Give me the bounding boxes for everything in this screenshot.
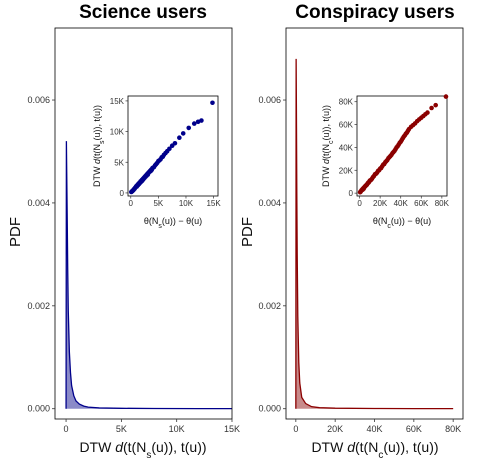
label-mid: (t(N [355, 439, 378, 455]
label-suffix: (u)), t(u)) [151, 439, 206, 455]
label-subscript: s [158, 223, 162, 230]
label-prefix: DTW [321, 164, 331, 187]
x-tick-label: 80K [445, 424, 461, 434]
inset-x-tick-label: 5K [153, 199, 163, 208]
y-axis-label: PDF [239, 217, 256, 247]
label-subscript: s [99, 140, 106, 144]
y-tick-label: 0.002 [258, 301, 281, 311]
label-suffix: (u)), t(u)) [321, 105, 331, 141]
y-tick-label: 0.002 [27, 301, 50, 311]
inset-x-tick-label: 10K [179, 199, 194, 208]
inset-x-tick-label: 80K [435, 199, 450, 208]
label-suffix: (u)) − θ(u) [162, 216, 202, 226]
inset-y-tick-label: 0 [120, 189, 125, 198]
x-tick-label: 5K [116, 424, 127, 434]
inset-y-axis-label: DTW d(t(Nc(u)), t(u)) [321, 105, 335, 187]
y-tick-label: 0.006 [258, 95, 281, 105]
label-subscript: c [378, 450, 383, 460]
x-tick-label: 0 [64, 424, 69, 434]
inset-x-tick-label: 15K [206, 199, 221, 208]
label-prefix: DTW [311, 439, 347, 455]
inset-y-tick-label: 10K [110, 128, 125, 137]
inset-y-tick-label: 60K [339, 121, 354, 130]
scatter-point [210, 100, 215, 106]
label-mid: (t(N [321, 144, 331, 159]
label-suffix: (u)), t(u)) [383, 439, 438, 455]
x-axis-label: DTW d(t(Nc(u)), t(u)) [311, 439, 438, 460]
scatter-point [167, 146, 172, 152]
plot-frame [54, 27, 233, 420]
y-tick-label: 0.000 [27, 404, 50, 414]
label-mid: (t(N [92, 144, 102, 159]
inset-x-tick-label: 0 [357, 199, 362, 208]
scatter-point [443, 94, 449, 99]
label-d-italic: d [321, 158, 331, 164]
inset-x-tick-label: 20K [373, 199, 388, 208]
label-d-italic: d [92, 158, 102, 164]
scatter-point [186, 125, 192, 131]
label-prefix: θ(N [373, 216, 388, 226]
x-tick-label: 40K [366, 424, 382, 434]
label-prefix: DTW [79, 439, 115, 455]
x-tick-label: 15K [224, 424, 240, 434]
x-tick-label: 0 [293, 424, 298, 434]
x-tick-label: 10K [169, 424, 185, 434]
scatter-point [433, 102, 438, 108]
scatter-point [425, 110, 430, 115]
label-suffix: (u)), t(u)) [92, 105, 102, 141]
inset-x-axis-label: θ(Ns(u)) − θ(u) [144, 216, 202, 230]
x-tick-label: 60K [406, 424, 422, 434]
scatter-point [429, 105, 434, 111]
y-tick-label: 0.004 [27, 198, 50, 208]
pdf-line [295, 58, 454, 410]
label-prefix: DTW [92, 164, 102, 187]
x-axis-label: DTW d(t(Ns(u)), t(u)) [79, 439, 206, 460]
y-tick-label: 0.000 [258, 404, 281, 414]
inset-y-axis-label: DTW d(t(Ns(u)), t(u)) [92, 105, 106, 187]
scatter-point [172, 140, 178, 146]
inset-y-tick-label: 0 [349, 189, 354, 198]
label-subscript: s [146, 450, 151, 460]
inset-x-tick-label: 0 [129, 199, 134, 208]
label-suffix: (u)) − θ(u) [391, 216, 431, 226]
pdf-line [65, 141, 233, 410]
inset-y-tick-label: 20K [339, 166, 354, 175]
panel-conspiracy-users: Conspiracy users 0.000 0.002 0.004 0.006 0 20K… [239, 2, 464, 460]
panel-science-users: Science users 0.000 0.002 0.004 0.006 0 5K 10K 1… [7, 2, 240, 460]
y-axis-label: PDF [7, 217, 24, 247]
inset-y-tick-label: 5K [114, 158, 124, 167]
label-d-italic: d [347, 439, 356, 455]
label-subscript: c [387, 223, 391, 230]
label-d-italic: d [115, 439, 124, 455]
scatter-point [199, 118, 204, 123]
inset-x-tick-label: 60K [414, 199, 429, 208]
scatter-point [180, 131, 186, 136]
inset-y-tick-label: 80K [339, 98, 354, 107]
inset-x-tick-label: 40K [394, 199, 409, 208]
y-tick-label: 0.004 [258, 198, 281, 208]
x-tick-label: 20K [327, 424, 343, 434]
inset-y-tick-label: 40K [339, 143, 354, 152]
panel-title: Conspiracy users [295, 2, 454, 23]
scatter-point [177, 135, 182, 141]
label-mid: (t(N [123, 439, 146, 455]
inset-x-axis-label: θ(Nc(u)) − θ(u) [373, 216, 431, 230]
label-prefix: θ(N [144, 216, 159, 226]
label-subscript: c [328, 140, 335, 144]
inset-y-tick-label: 15K [110, 97, 125, 106]
y-tick-label: 0.006 [27, 95, 50, 105]
panel-title: Science users [79, 2, 207, 23]
scatter-point [191, 121, 197, 126]
